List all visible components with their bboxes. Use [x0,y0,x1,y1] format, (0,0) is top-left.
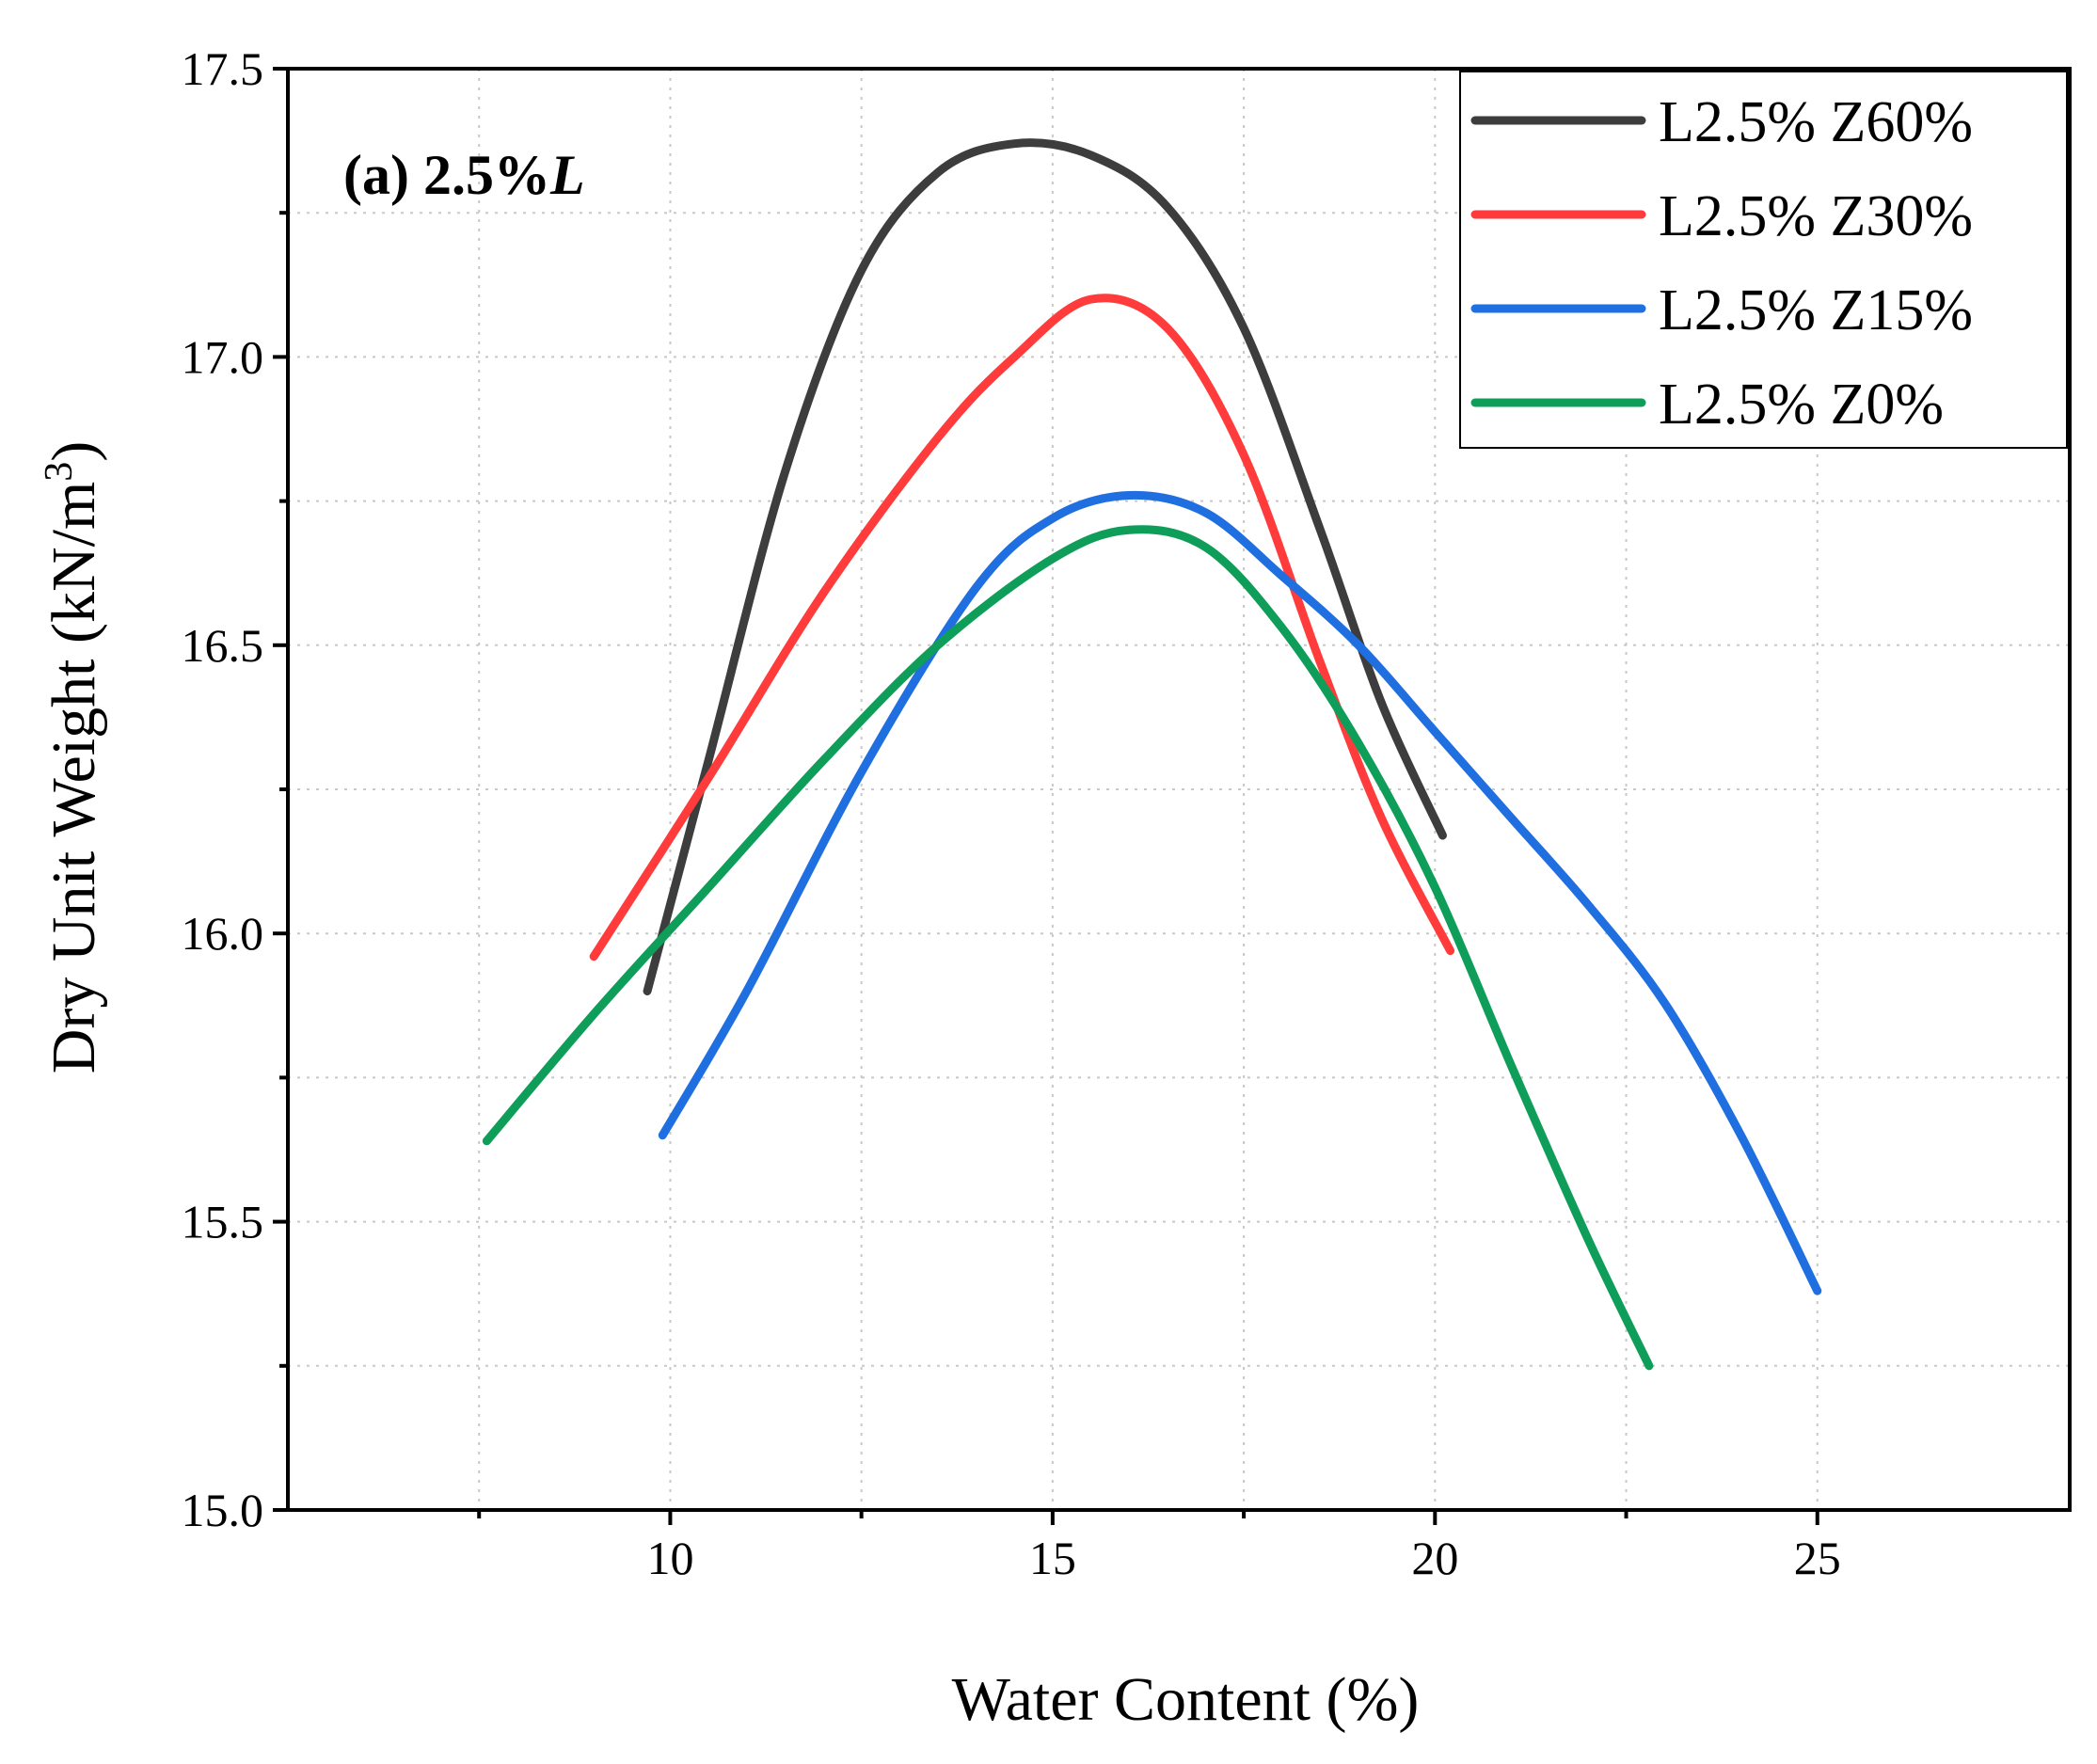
x-axis-title: Water Content (%) [952,1665,1420,1734]
x-tick-label: 25 [1794,1532,1841,1584]
y-tick-label: 15.0 [182,1484,264,1536]
annotation-prefix: (a) 2.5% [343,144,550,206]
y-tick-label: 17.0 [182,330,264,383]
legend-label-3: L2.5% Z15% [1659,278,1973,342]
tick-labels: 10 15 20 25 15.0 15.5 16.0 16.5 17.0 17.5 [182,42,1841,1584]
y-tick-label: 17.5 [182,42,264,95]
y-axis-title-main: Dry Unit Weight (kN/m [40,482,108,1074]
series-line-2 [589,294,1455,961]
annotation-italic: L [549,144,585,206]
y-axis-title-superscript: 3 [38,462,81,482]
series-line-1 [643,138,1447,995]
x-tick-label: 20 [1411,1532,1458,1584]
y-tick-label: 15.5 [182,1196,264,1248]
legend-label-4: L2.5% Z0% [1659,373,1944,437]
legend-label-2: L2.5% Z30% [1659,184,1973,248]
y-tick-label: 16.0 [182,907,264,960]
series-lines [482,138,1822,1371]
legend-label-1: L2.5% Z60% [1659,90,1973,154]
y-axis-title: Dry Unit Weight (kN/m3) [38,441,108,1074]
series-line-3 [658,490,1822,1295]
series-line-4 [482,525,1654,1371]
legend: L2.5% Z60% L2.5% Z30% L2.5% Z15% L2.5% Z0% [1459,71,2068,449]
x-tick-label: 10 [646,1532,693,1584]
x-tick-label: 15 [1029,1532,1076,1584]
y-axis-title-close: ) [40,441,108,462]
panel-annotation: (a) 2.5%L [343,144,585,206]
axis-ticks [273,67,1819,1525]
y-tick-label: 16.5 [182,619,264,672]
legend-box [1459,71,2068,449]
